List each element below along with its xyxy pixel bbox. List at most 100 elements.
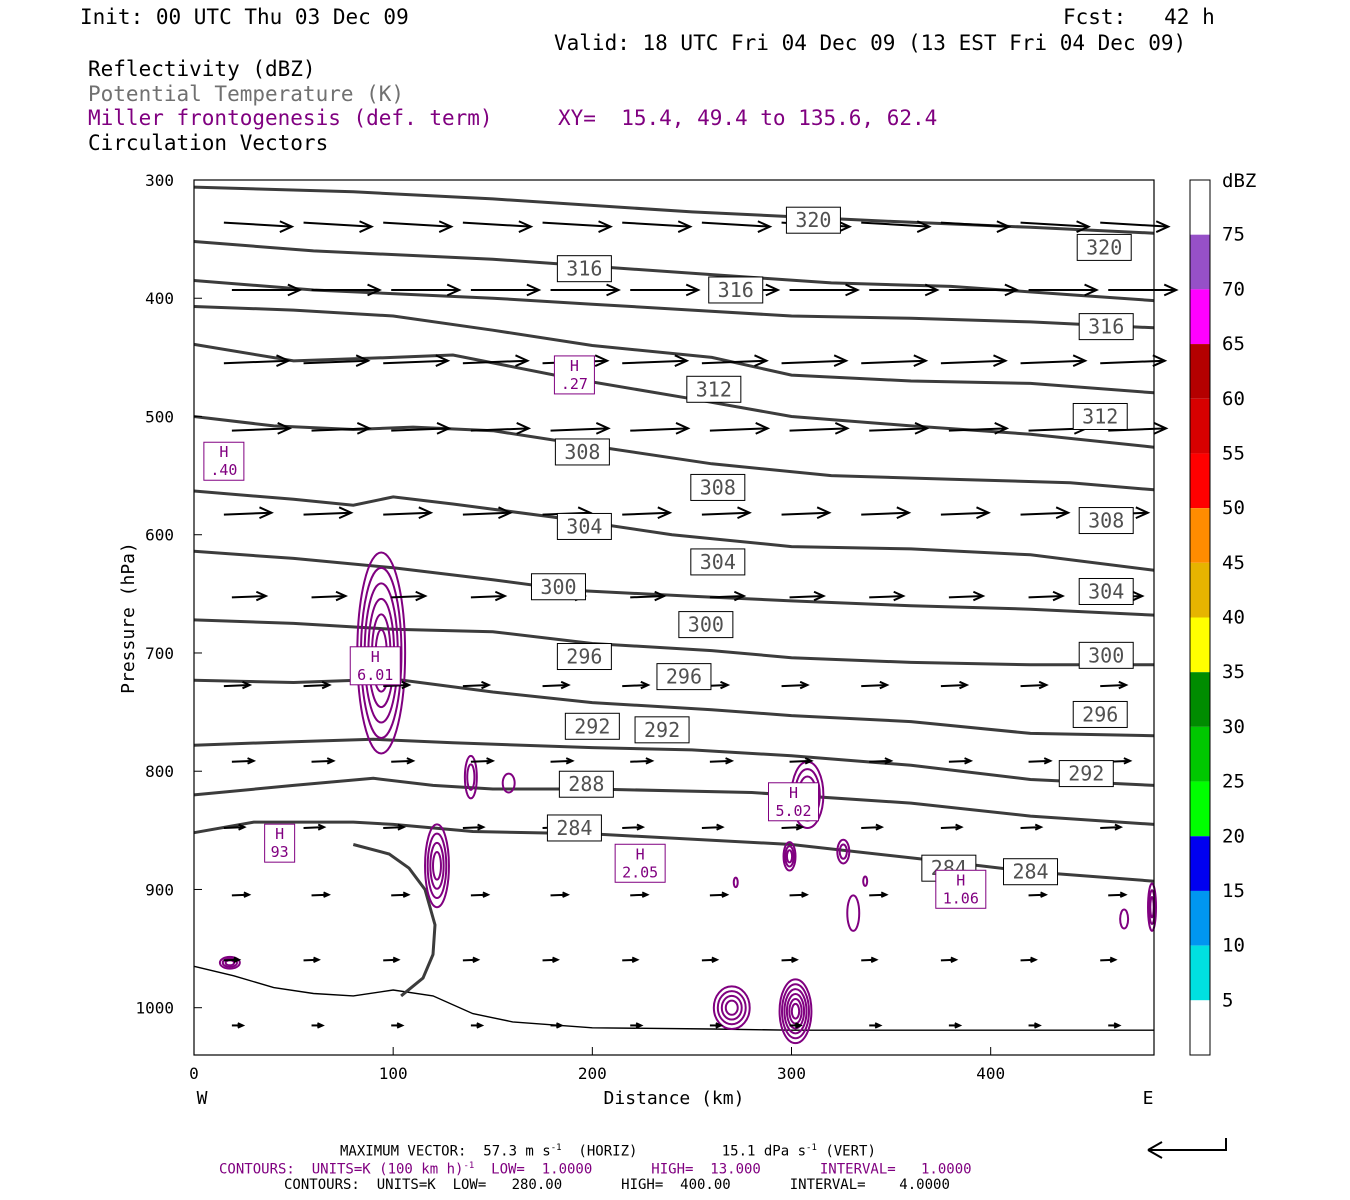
vector-shaft (303, 359, 369, 365)
vector-shaft (311, 427, 370, 432)
front-high-letter-3: H (275, 825, 284, 843)
front-contour-6-0 (836, 838, 851, 865)
vector-8-5 (622, 823, 646, 831)
vector-shaft (630, 427, 689, 432)
vector-shaft (701, 511, 750, 516)
field-reflectivity: Reflectivity (dBZ) (88, 57, 316, 81)
vector-head (674, 354, 690, 368)
colorbar-swatch-10 (1190, 726, 1210, 782)
vector-5-8 (869, 590, 906, 602)
vector-2-9 (940, 354, 1008, 368)
vector-head (287, 283, 303, 297)
colorbar-tick-20: 20 (1222, 825, 1245, 847)
front-contour-14-1 (1148, 889, 1156, 926)
field-frontogenesis: Miller frontogenesis (def. term) (88, 106, 493, 130)
theta-label-20: 292 (644, 718, 680, 742)
theta-label-15: 300 (1088, 643, 1124, 667)
front-contour-12-0 (862, 875, 869, 887)
vector-head (959, 680, 970, 690)
vector-2-6 (701, 354, 769, 368)
vector-5-3 (470, 590, 508, 602)
vector-shaft (622, 826, 643, 829)
vector-2-0 (223, 354, 291, 368)
vector-6-1 (303, 680, 332, 690)
vector-4-9 (940, 506, 991, 520)
front-high-box-1 (553, 355, 595, 395)
vector-shaft (1108, 893, 1126, 897)
vector-head (1132, 590, 1145, 602)
vector-shaft (550, 893, 568, 897)
vector-8-1 (303, 823, 327, 831)
vector-shaft (303, 826, 324, 829)
vector-head (645, 757, 655, 765)
front-contour-7-2 (720, 994, 743, 1021)
vector-shaft (622, 511, 670, 516)
vector-10-0 (223, 956, 242, 963)
front-contour-8-0 (778, 978, 813, 1045)
vector-head (359, 220, 374, 233)
vector-10-5 (622, 956, 640, 963)
front-high-box-3 (264, 823, 296, 863)
vector-head (476, 1022, 485, 1029)
front-contour-8-5 (790, 1002, 801, 1020)
colorbar-swatch-1 (1190, 234, 1210, 290)
vector-head (755, 422, 771, 435)
front-contour-13-0 (1119, 908, 1130, 930)
vector-shaft (1028, 893, 1046, 897)
vector-4-6 (701, 506, 752, 520)
front-high-value-3: 93 (271, 843, 289, 861)
vector-shaft (781, 684, 808, 688)
theta-label-box-6 (1072, 402, 1128, 430)
theta-contours (193, 185, 1155, 1031)
front-high-box-6 (935, 869, 987, 909)
vector-1-5 (630, 283, 701, 297)
vector-9-11 (1108, 891, 1128, 898)
vector-1-3 (470, 283, 542, 297)
vector-shaft (223, 684, 250, 688)
vector-2-1 (303, 354, 371, 368)
vector-1-9 (948, 283, 1020, 297)
vector-head (243, 891, 252, 898)
theta-line-292-2 (193, 737, 1155, 787)
vector-6-8 (861, 680, 890, 690)
front-contour-5-2 (785, 849, 794, 864)
vector-10-11 (1100, 956, 1118, 963)
x-axis-east: E (1143, 1088, 1154, 1109)
theta-label-box-12 (1078, 577, 1134, 605)
theta-line-320-11 (193, 240, 1155, 303)
colorbar-swatch-0 (1190, 180, 1210, 235)
colorbar-tick-35: 35 (1222, 661, 1245, 683)
vector-head (238, 823, 247, 831)
theta-label-3: 316 (718, 278, 754, 302)
theta-label-11: 304 (700, 550, 736, 574)
vector-head (893, 590, 906, 602)
vector-head (1030, 956, 1038, 963)
vector-9-8 (869, 891, 889, 898)
forecast-hour: Fcst: 42 h (1063, 5, 1215, 29)
theta-line-284-0 (193, 820, 1155, 883)
vector-shaft (1108, 427, 1167, 432)
vector-head (996, 220, 1012, 233)
vector-head (486, 757, 496, 765)
vector-shaft (223, 359, 289, 365)
vector-3-7 (789, 422, 850, 435)
vector-3-11 (1108, 422, 1169, 435)
theta-label-box-8 (690, 473, 746, 501)
vector-head (765, 283, 781, 297)
vector-shaft (948, 427, 1007, 432)
vector-1-0 (231, 283, 303, 297)
theta-label-12: 304 (1088, 579, 1124, 603)
vector-head (721, 891, 730, 898)
x-tick-label-0: 0 (189, 1064, 199, 1083)
vector-11-4 (550, 1022, 564, 1029)
vector-11-1 (311, 1022, 325, 1029)
theta-label-8: 308 (700, 475, 736, 499)
vector-head (720, 680, 731, 690)
vector-0-9 (940, 220, 1012, 233)
y-tick-label-3: 600 (145, 526, 174, 545)
vector-head (874, 1022, 883, 1029)
vector-11-8 (869, 1022, 883, 1029)
vector-1-4 (550, 283, 621, 297)
front-high-value-2: 6.01 (357, 666, 393, 684)
vector-shaft (391, 759, 414, 763)
